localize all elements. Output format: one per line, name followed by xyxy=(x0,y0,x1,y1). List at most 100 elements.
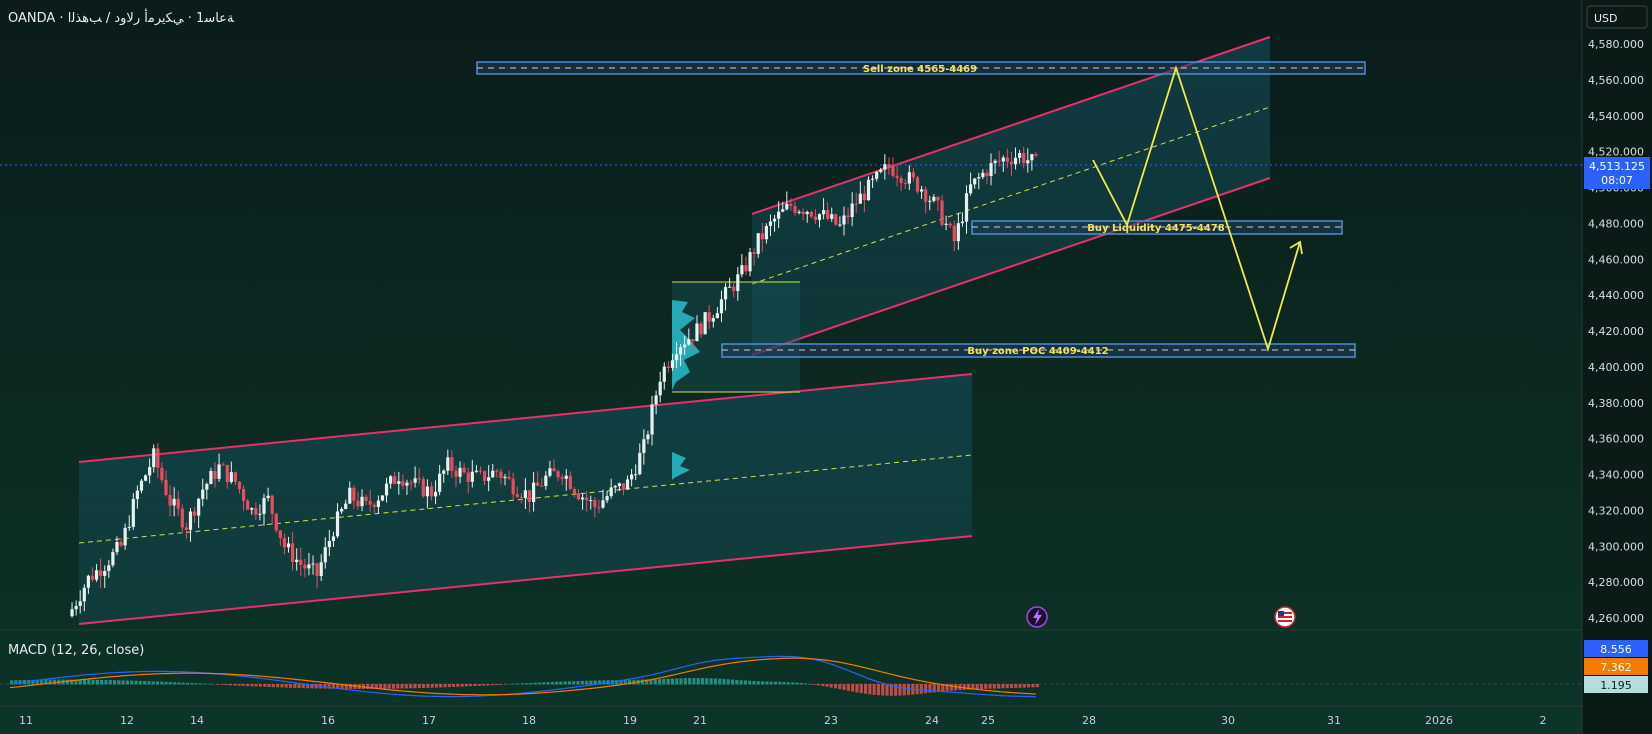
candle-body xyxy=(564,475,568,479)
candle-body xyxy=(948,223,952,226)
macd-hist-bar xyxy=(808,683,812,685)
candle-body xyxy=(952,225,956,242)
macd-hist-bar xyxy=(713,678,717,685)
macd-hist-bar xyxy=(512,683,516,685)
candle-body xyxy=(642,439,646,453)
upper-channel-bottom[interactable] xyxy=(751,177,1271,356)
macd-hist-bar xyxy=(765,681,769,685)
lower-channel-mid xyxy=(78,454,973,544)
candle-body xyxy=(209,470,213,485)
macd-hist-bar xyxy=(688,678,692,685)
macd-hist-bar xyxy=(340,684,344,689)
candle-body xyxy=(1030,154,1034,161)
buy-zone-label: Buy zone POC 4409-4412 xyxy=(967,346,1108,357)
price-tick-label: 4,520.000 xyxy=(1588,146,1644,159)
macd-hist-bar xyxy=(228,684,232,686)
candle-body xyxy=(123,527,127,546)
candle-body xyxy=(944,223,948,225)
price-tick-label: 4,440.000 xyxy=(1588,289,1644,302)
candle-body xyxy=(654,395,658,405)
candle-body xyxy=(103,570,107,576)
macd-hist-bar xyxy=(117,680,121,685)
macd-hist-bar xyxy=(739,680,743,685)
candle-body xyxy=(899,177,903,183)
macd-hist-bar xyxy=(40,679,44,685)
candle-body xyxy=(723,287,728,300)
macd-hist-bar xyxy=(374,684,378,689)
candle-body xyxy=(78,601,82,607)
projection-path[interactable] xyxy=(1092,65,1301,353)
candle-body xyxy=(482,471,487,481)
lower-channel-bottom[interactable] xyxy=(78,535,973,625)
price-tick-label: 4,540.000 xyxy=(1588,110,1644,123)
candle-body xyxy=(960,221,965,224)
macd-hist-bar xyxy=(434,684,438,688)
candle-body xyxy=(793,205,797,213)
candle-body xyxy=(156,448,160,468)
candle-body xyxy=(858,193,862,204)
candle-body xyxy=(646,434,650,440)
candle-body xyxy=(866,179,871,201)
macd-hist-bar xyxy=(692,678,696,685)
macd-hist-bar xyxy=(902,684,906,696)
candle-body xyxy=(907,172,911,184)
macd-hist-bar xyxy=(409,684,413,689)
currency-selector[interactable] xyxy=(1586,5,1648,29)
currency-label: USD xyxy=(1594,12,1618,25)
candle-body xyxy=(348,487,352,504)
candle-body xyxy=(964,193,969,222)
candle-body xyxy=(719,299,724,314)
macd-hist-bar xyxy=(494,684,499,686)
candle-body xyxy=(781,209,785,212)
candle-body xyxy=(895,175,899,178)
macd-hist-bar xyxy=(722,678,726,685)
macd-hist-bar xyxy=(773,681,778,685)
macd-hist-bar xyxy=(254,684,258,687)
macd-hist-bar xyxy=(658,679,662,685)
price-tick-label: 4,480.000 xyxy=(1588,217,1644,230)
time-axis-label: 28 xyxy=(1082,714,1096,727)
macd-hist-bar xyxy=(95,679,99,685)
macd-hist-bar xyxy=(203,683,207,685)
macd-hist-bar xyxy=(700,678,705,685)
candle-body xyxy=(491,470,495,478)
candle-body xyxy=(809,211,813,217)
macd-hist-bar xyxy=(426,684,430,688)
lightning-icon[interactable] xyxy=(1026,606,1048,628)
candle-body xyxy=(364,496,368,501)
macd-hist-bar xyxy=(1001,684,1005,689)
macd-hist-bar xyxy=(258,684,263,687)
price-tick-label: 4,340.000 xyxy=(1588,469,1644,482)
price-tick-label: 4,420.000 xyxy=(1588,325,1644,338)
macd-hist-bar xyxy=(576,680,580,685)
candle-body xyxy=(617,483,621,487)
macd-hist-bar xyxy=(288,684,293,688)
candle-body xyxy=(295,559,299,563)
macd-hist-bar xyxy=(91,679,95,685)
macd-hist-bar xyxy=(31,679,35,685)
lower-channel-top[interactable] xyxy=(78,373,973,463)
candle-body xyxy=(286,543,291,548)
macd-hist-bar xyxy=(705,678,709,685)
macd-hist-bar xyxy=(525,683,529,685)
signal-value-badge xyxy=(1584,658,1648,675)
macd-hist-bar xyxy=(220,684,224,685)
us-flag-icon[interactable] xyxy=(1274,606,1296,628)
macd-hist-bar xyxy=(1027,684,1031,688)
macd-hist-bar xyxy=(563,681,567,685)
candle-body xyxy=(691,339,695,342)
candle-body xyxy=(805,211,809,215)
macd-hist-bar xyxy=(894,684,898,696)
macd-hist-bar xyxy=(134,680,138,685)
time-axis-label: 23 xyxy=(824,714,838,727)
signal-line xyxy=(9,657,1036,696)
candle-body xyxy=(368,500,372,505)
macd-hist-bar xyxy=(984,684,988,689)
macd-hist-bar xyxy=(619,679,623,685)
macd-hist-bar xyxy=(709,678,713,685)
macd-hist-bar xyxy=(838,684,842,690)
macd-hist-bar xyxy=(138,680,142,685)
candle-body xyxy=(593,500,597,508)
